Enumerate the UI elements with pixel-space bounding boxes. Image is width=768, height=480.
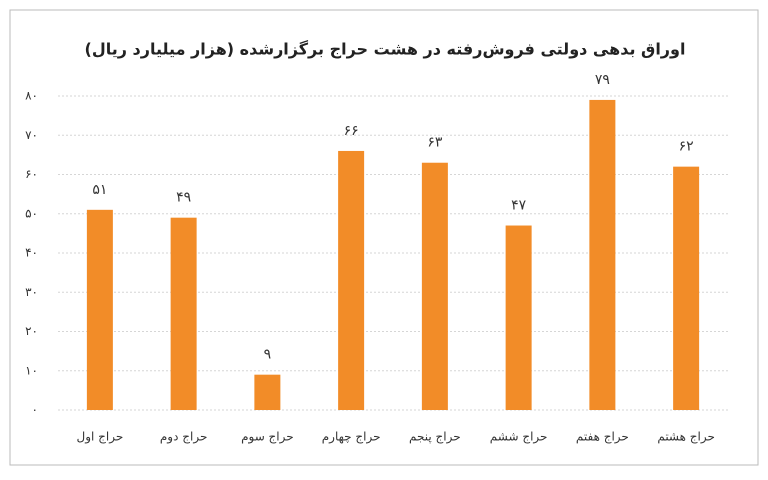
bar	[589, 99, 616, 411]
x-tick-label: حراج اول	[76, 430, 123, 445]
bar	[505, 225, 532, 410]
x-tick-label: حراج هشتم	[657, 430, 715, 445]
x-tick-label: حراج پنجم	[409, 430, 461, 445]
x-tick-label: حراج ششم	[490, 430, 548, 445]
data-label: ۴۷	[511, 198, 527, 214]
data-label: ۵۱	[92, 182, 107, 198]
y-tick-label: ۸۰	[25, 89, 38, 103]
bar	[673, 166, 700, 410]
bar	[254, 374, 281, 410]
data-label: ۶۳	[427, 135, 443, 151]
x-tick-label: حراج چهارم	[322, 430, 381, 445]
x-tick-label: حراج دوم	[160, 430, 208, 445]
x-tick-label: حراج سوم	[241, 430, 294, 445]
y-tick-label: ۰	[32, 403, 38, 417]
bar	[170, 217, 197, 410]
chart-frame	[9, 9, 759, 466]
x-tick-label: حراج هفتم	[576, 430, 629, 445]
y-tick-label: ۵۰	[25, 206, 38, 220]
y-tick-label: ۷۰	[25, 128, 38, 142]
data-label: ۷۹	[595, 72, 610, 88]
data-label: ۴۹	[176, 190, 191, 206]
y-tick-label: ۳۰	[25, 285, 38, 299]
data-label: ۶۲	[679, 139, 694, 155]
chart-title: اوراق بدهی دولتی فروش‌رفته در هشت حراج ب…	[85, 40, 686, 59]
bar	[421, 162, 448, 410]
y-tick-label: ۲۰	[25, 324, 38, 338]
data-label: ۶۶	[344, 123, 359, 139]
data-label: ۹	[264, 347, 272, 363]
bar	[338, 150, 365, 410]
y-tick-label: ۱۰	[25, 363, 38, 377]
y-tick-label: ۴۰	[25, 246, 38, 260]
bar	[86, 209, 113, 410]
y-tick-label: ۶۰	[25, 167, 38, 181]
